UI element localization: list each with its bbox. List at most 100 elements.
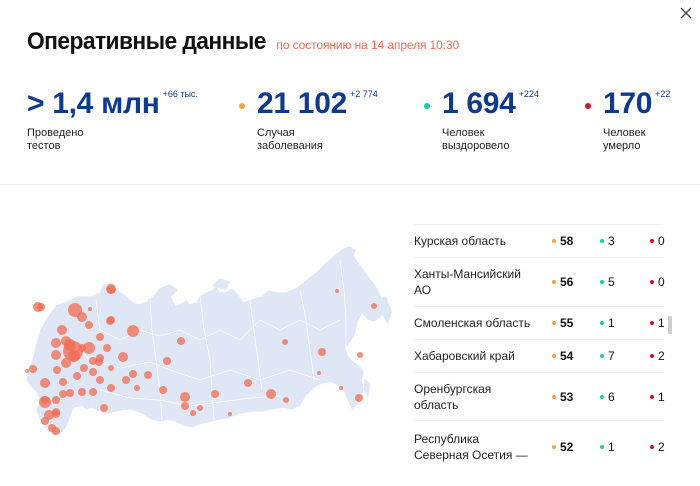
case-bubble[interactable] — [37, 303, 45, 311]
case-bubble[interactable] — [181, 402, 189, 410]
case-bubble[interactable] — [41, 417, 49, 425]
case-bubble[interactable] — [118, 352, 128, 362]
region-row[interactable]: Оренбургская область 53 6 1 — [414, 373, 665, 421]
case-bubble[interactable] — [96, 354, 104, 362]
case-bubble[interactable] — [103, 344, 111, 352]
case-bubble[interactable] — [96, 376, 104, 384]
region-name-line: Северная Осетия — — [414, 448, 528, 462]
case-bubble[interactable] — [80, 364, 88, 372]
case-bubble[interactable] — [88, 307, 92, 311]
case-bubble[interactable] — [317, 371, 321, 375]
case-bubble[interactable] — [51, 350, 61, 360]
case-bubble[interactable] — [228, 412, 232, 416]
case-bubble[interactable] — [318, 348, 326, 356]
region-recovered: 1 — [600, 316, 615, 330]
case-bubble[interactable] — [78, 388, 86, 396]
case-bubble[interactable] — [66, 389, 74, 397]
case-bubble[interactable] — [40, 378, 50, 388]
case-bubble[interactable] — [59, 390, 67, 398]
region-row[interactable]: Курская область 58 3 0 — [414, 224, 665, 258]
case-bubble[interactable] — [371, 303, 377, 309]
recovered-value: 1 — [608, 440, 615, 454]
case-bubble[interactable] — [107, 286, 115, 294]
case-bubble[interactable] — [85, 321, 93, 329]
case-bubble[interactable] — [89, 368, 97, 376]
region-borders — [69, 259, 347, 421]
deaths-dot-icon — [650, 445, 654, 449]
scrollbar-thumb[interactable] — [668, 316, 672, 334]
case-bubble[interactable] — [64, 339, 76, 351]
close-button[interactable] — [677, 4, 695, 22]
case-bubble[interactable] — [107, 316, 115, 324]
stat-delta: +22 — [655, 89, 671, 99]
case-bubble[interactable] — [25, 369, 29, 373]
case-bubble[interactable] — [190, 410, 196, 416]
case-bubble[interactable] — [100, 404, 108, 412]
case-bubble[interactable] — [96, 333, 104, 341]
stat-label-line: Случая — [257, 127, 295, 139]
stat-value: > 1,4 млн — [27, 87, 160, 120]
case-bubble[interactable] — [89, 357, 97, 365]
case-bubble[interactable] — [244, 379, 252, 387]
stat-cases: 21 102 +2 774 Случая заболевания — [239, 86, 378, 153]
case-bubble[interactable] — [68, 350, 80, 362]
update-timestamp: по состоянию на 14 апреля 10:30 — [276, 38, 460, 52]
region-row[interactable]: Смоленская область 55 1 1 — [414, 307, 665, 340]
case-bubble[interactable] — [339, 386, 343, 390]
case-bubble[interactable] — [52, 396, 60, 404]
case-bubble[interactable] — [107, 384, 115, 392]
case-bubble[interactable] — [52, 408, 60, 416]
close-icon — [680, 7, 692, 19]
stat-delta: +2 774 — [349, 89, 378, 99]
region-row[interactable]: Республика Северная Осетия — 52 1 2 — [414, 421, 665, 473]
case-bubble[interactable] — [144, 371, 152, 379]
case-bubble[interactable] — [283, 397, 289, 403]
case-bubble[interactable] — [61, 358, 71, 368]
case-bubble[interactable] — [29, 365, 37, 373]
case-bubble[interactable] — [159, 386, 167, 394]
stat-label: Человек выздоровело — [442, 127, 539, 153]
case-bubble[interactable] — [197, 405, 203, 411]
deaths-value: 2 — [658, 349, 665, 363]
case-bubble[interactable] — [163, 357, 171, 365]
region-list: Курская область 58 3 0 Ханты-Мансийский … — [414, 224, 665, 473]
region-name: Смоленская область — [414, 315, 544, 331]
region-list-scrollbar[interactable] — [667, 224, 673, 486]
case-bubble[interactable] — [180, 392, 190, 402]
case-bubble[interactable] — [177, 337, 185, 345]
case-bubble[interactable] — [335, 289, 339, 293]
case-bubble[interactable] — [355, 394, 363, 402]
case-bubble[interactable] — [108, 365, 114, 371]
case-bubble[interactable] — [134, 385, 140, 391]
deaths-value: 1 — [658, 389, 665, 404]
case-bubble[interactable] — [83, 342, 95, 354]
recovered-dot-icon — [600, 321, 604, 325]
case-bubble[interactable] — [211, 390, 219, 398]
case-bubble[interactable] — [57, 325, 67, 335]
case-bubble[interactable] — [357, 352, 363, 358]
deaths-dot-icon — [650, 280, 654, 284]
case-bubble[interactable] — [59, 378, 67, 386]
case-bubble[interactable] — [77, 312, 87, 322]
case-bubble[interactable] — [41, 396, 49, 404]
case-bubble[interactable] — [52, 427, 60, 435]
region-row[interactable]: Ханты-Мансийский АО 56 5 0 — [414, 258, 665, 307]
russia-cases-map[interactable] — [20, 210, 400, 460]
sakhalin — [364, 378, 370, 398]
case-bubble[interactable] — [282, 339, 288, 345]
region-cases: 52 — [552, 440, 573, 454]
region-row[interactable]: Хабаровский край 54 7 2 — [414, 340, 665, 373]
stat-label-line: заболевания — [257, 140, 323, 152]
case-bubble[interactable] — [266, 389, 276, 399]
stat-tests: > 1,4 млн +66 тыс. Проведено тестов — [27, 86, 198, 153]
case-bubble[interactable] — [53, 366, 61, 374]
region-name-line: АО — [414, 283, 432, 297]
case-bubble[interactable] — [73, 372, 81, 380]
case-bubble[interactable] — [122, 376, 130, 384]
cases-value: 58 — [560, 233, 574, 248]
case-bubble[interactable] — [51, 338, 61, 348]
case-bubble[interactable] — [129, 370, 137, 378]
case-bubble[interactable] — [89, 388, 97, 396]
cases-dot-icon — [552, 321, 556, 325]
case-bubble[interactable] — [127, 325, 139, 337]
